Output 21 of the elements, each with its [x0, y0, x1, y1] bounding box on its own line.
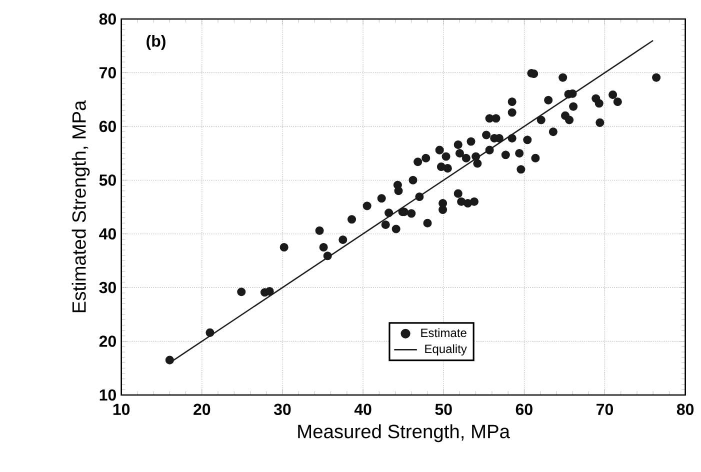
legend-label: Estimate — [421, 328, 466, 338]
y-tick-label: 10 — [100, 389, 116, 401]
legend-label: Equality — [425, 344, 467, 356]
y-tick-label: 30 — [99, 282, 116, 294]
y-tick-label: 60 — [99, 120, 116, 132]
x-tick-label: 50 — [435, 404, 452, 416]
y-tick-label: 50 — [99, 174, 116, 186]
x-tick-label: 10 — [113, 404, 130, 416]
y-tick-label: 70 — [100, 67, 116, 78]
x-tick-label: 60 — [516, 404, 532, 416]
y-tick-label: 20 — [99, 336, 116, 347]
x-tick-label: 70 — [596, 404, 613, 416]
x-tick-label: 20 — [194, 404, 210, 416]
x-tick-label: 40 — [354, 404, 372, 416]
y-tick-label: 80 — [99, 13, 116, 25]
y-tick-label: 40 — [99, 228, 116, 240]
x-tick-label: 80 — [676, 404, 694, 416]
x-tick-label: 30 — [274, 404, 291, 416]
annotation: (b) — [146, 35, 166, 50]
x-axis-title: Measured Strength, MPa — [298, 424, 510, 442]
y-axis-title: Estimated Strength, MPa — [72, 100, 90, 312]
